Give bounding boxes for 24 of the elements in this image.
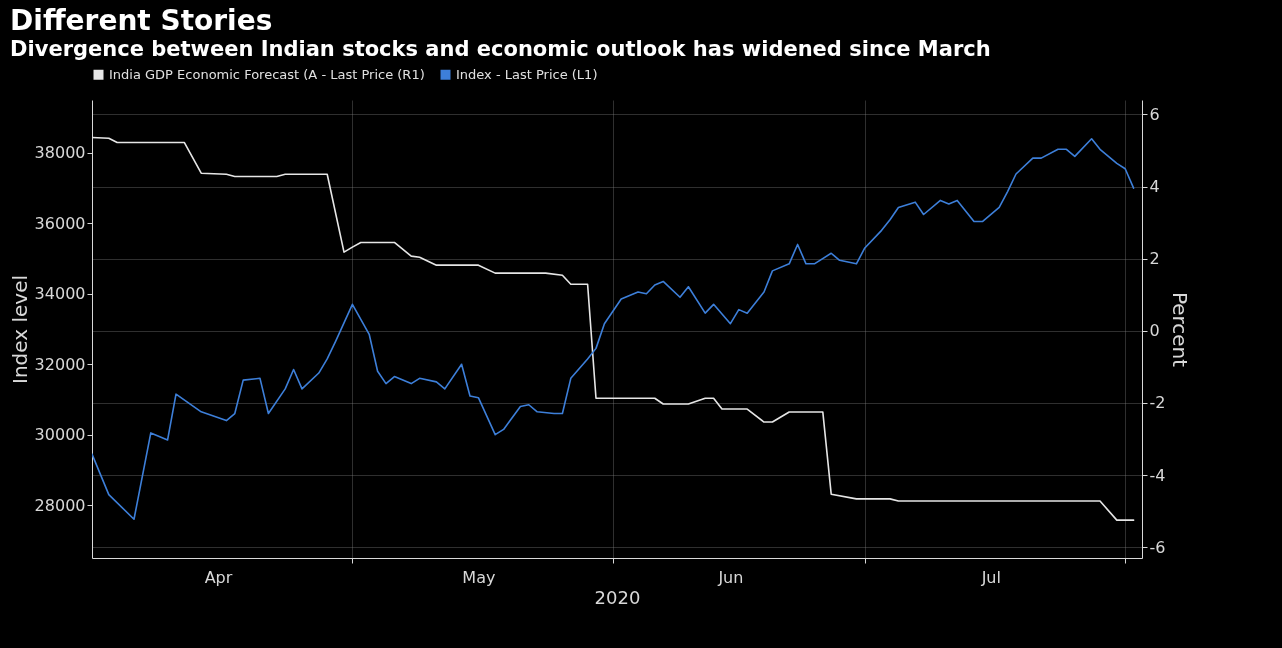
legend-label: Index - Last Price (L1) xyxy=(456,66,598,82)
x-axis-title: 2020 xyxy=(594,586,641,608)
y2-tick-label: -4 xyxy=(1149,465,1166,485)
y2-tick-label: 6 xyxy=(1149,104,1160,124)
y-tick-label: 32000 xyxy=(34,354,86,374)
x-tick-label: Jun xyxy=(717,567,744,587)
y2-tick-label: -6 xyxy=(1149,537,1166,557)
chart-title: Different Stories xyxy=(10,4,273,37)
x-tick-label: Apr xyxy=(204,567,233,587)
y-tick-label: 34000 xyxy=(34,284,86,304)
x-tick-label: Jul xyxy=(980,567,1001,587)
y2-tick-label: 2 xyxy=(1149,249,1160,269)
y2-tick-label: 0 xyxy=(1149,321,1160,341)
chart-subtitle: Divergence between Indian stocks and economic outlook has widened since March xyxy=(10,37,991,61)
legend-label: India GDP Economic Forecast (A - Last Price (R1) xyxy=(109,66,425,82)
y2-tick-label: 4 xyxy=(1149,177,1160,197)
y-tick-label: 36000 xyxy=(34,213,86,233)
y-axis-title: Index level xyxy=(7,275,32,384)
y-tick-label: 38000 xyxy=(34,143,86,163)
y-tick-label: 28000 xyxy=(34,495,86,515)
x-tick-label: May xyxy=(462,567,496,587)
y-tick-label: 30000 xyxy=(34,425,86,445)
y2-axis-title: Percent xyxy=(1168,291,1193,368)
y2-tick-label: -2 xyxy=(1149,393,1166,413)
